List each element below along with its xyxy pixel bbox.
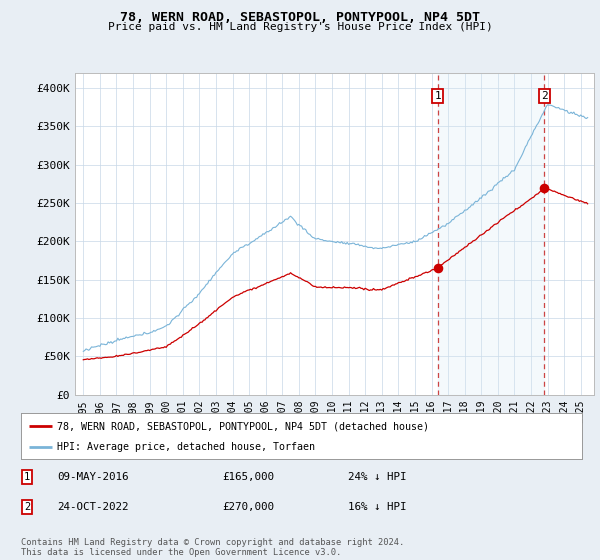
Point bbox=[539, 183, 549, 192]
Text: 1: 1 bbox=[434, 91, 441, 101]
Text: 78, WERN ROAD, SEBASTOPOL, PONTYPOOL, NP4 5DT (detached house): 78, WERN ROAD, SEBASTOPOL, PONTYPOOL, NP… bbox=[58, 421, 430, 431]
Text: Price paid vs. HM Land Registry's House Price Index (HPI): Price paid vs. HM Land Registry's House … bbox=[107, 22, 493, 32]
Text: 16% ↓ HPI: 16% ↓ HPI bbox=[348, 502, 407, 512]
Text: 09-MAY-2016: 09-MAY-2016 bbox=[57, 472, 128, 482]
Point bbox=[433, 264, 442, 273]
Bar bbox=[437, 73, 544, 395]
Text: £165,000: £165,000 bbox=[222, 472, 274, 482]
Text: £270,000: £270,000 bbox=[222, 502, 274, 512]
Text: 78, WERN ROAD, SEBASTOPOL, PONTYPOOL, NP4 5DT: 78, WERN ROAD, SEBASTOPOL, PONTYPOOL, NP… bbox=[120, 11, 480, 24]
Text: Contains HM Land Registry data © Crown copyright and database right 2024.
This d: Contains HM Land Registry data © Crown c… bbox=[21, 538, 404, 557]
Text: 24-OCT-2022: 24-OCT-2022 bbox=[57, 502, 128, 512]
Text: 1: 1 bbox=[24, 472, 30, 482]
Text: 24% ↓ HPI: 24% ↓ HPI bbox=[348, 472, 407, 482]
Text: HPI: Average price, detached house, Torfaen: HPI: Average price, detached house, Torf… bbox=[58, 442, 316, 452]
Text: 2: 2 bbox=[541, 91, 548, 101]
Text: 2: 2 bbox=[24, 502, 30, 512]
